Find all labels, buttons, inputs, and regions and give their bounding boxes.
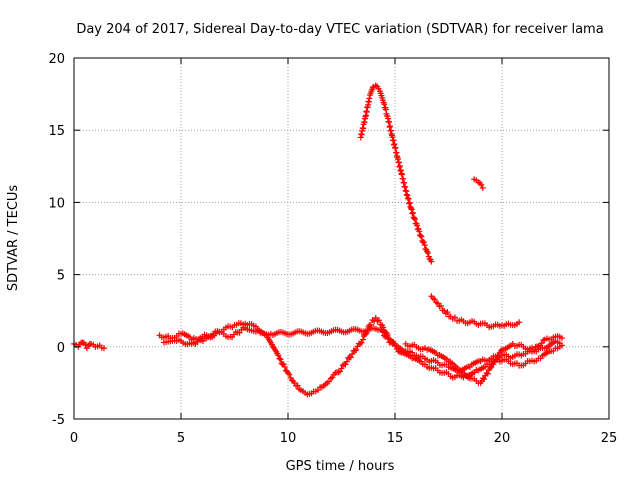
early-cluster-point [83,345,90,352]
baseline-a-point [359,336,366,343]
y-tick-label: 10 [48,196,65,211]
y-tick-label: 15 [48,124,65,139]
peak-track-point [428,258,435,265]
peak-track-point [404,195,411,202]
baseline-a-point [339,362,346,369]
baseline-a-point [349,351,356,358]
baseline-a-point [276,355,283,362]
baseline-a-point [347,354,354,361]
y-tick-label: 0 [57,341,65,356]
peak-track-point [421,242,428,249]
chart-title: Day 204 of 2017, Sidereal Day-to-day VTE… [76,22,603,37]
baseline-b-point [556,343,563,350]
baseline-c-point [487,365,494,372]
x-tick-label: 0 [70,431,78,446]
peak-track-point [424,249,431,256]
baseline-a-point [357,340,364,347]
baseline-c-point [495,352,502,359]
baseline-a-point [353,347,360,354]
y-tick-label: 5 [57,269,65,284]
peak-track-point [405,195,412,202]
baseline-a-point [286,371,293,378]
decay-track-point [438,302,445,309]
baseline-a-point [372,314,379,321]
decay-track-point [516,319,523,326]
baseline-c-point [497,347,504,354]
baseline-a-point [280,361,287,368]
decay-track-point [451,314,458,321]
peak-track-point [406,199,413,206]
late-fragment-point [478,181,485,188]
early-cluster-point [100,345,107,352]
baseline-a-point [338,365,345,372]
decay-track-point [444,309,451,316]
marks-layer [71,82,565,398]
peak-track-point [366,95,373,102]
y-axis-label: SDTVAR / TECUs [6,185,21,292]
peak-track-point [417,232,424,239]
x-tick-label: 10 [280,431,297,446]
baseline-a-point [275,352,282,359]
peak-track-point [411,216,418,223]
y-tick-label: -5 [52,413,65,428]
x-tick-label: 15 [387,431,404,446]
x-tick-label: 5 [177,431,185,446]
peak-track-point [414,222,421,229]
late-fragment-point [479,184,486,191]
peak-track-point [409,210,416,217]
baseline-c-point [558,335,565,342]
baseline-c-point [483,370,490,377]
axes-layer: 0 5 10 15 20 25 -5 0 5 10 15 20 [48,52,617,446]
peak-track-point [408,205,415,212]
baseline-a-point [343,358,350,365]
baseline-c-point [493,356,500,363]
peak-track-point [406,200,413,207]
peak-track-point [408,206,415,213]
x-tick-label: 25 [601,431,618,446]
baseline-a-point [281,363,288,370]
baseline-a-point [367,321,374,328]
baseline-a-point [294,382,301,389]
peak-track-point [418,233,425,240]
baseline-a-point [277,356,284,363]
baseline-c-point [484,370,491,377]
early-cluster-point [82,341,89,348]
baseline-a-point [342,361,349,368]
x-axis-label: GPS time / hours [286,459,395,474]
plot-frame [73,57,610,420]
peak-track-point [411,215,418,222]
baseline-a-point [375,317,382,324]
peak-track-point [409,209,416,216]
baseline-c-point [481,376,488,383]
baseline-b-point [379,328,386,335]
y-tick-label: 20 [48,52,65,67]
baseline-b-point [381,332,388,339]
baseline-b-point [385,335,392,342]
baseline-a-point [270,343,277,350]
x-tick-label: 20 [494,431,511,446]
grid-layer [74,58,609,419]
baseline-a-point [358,339,365,346]
peak-track-point [420,239,427,246]
peak-track-point [416,228,423,235]
